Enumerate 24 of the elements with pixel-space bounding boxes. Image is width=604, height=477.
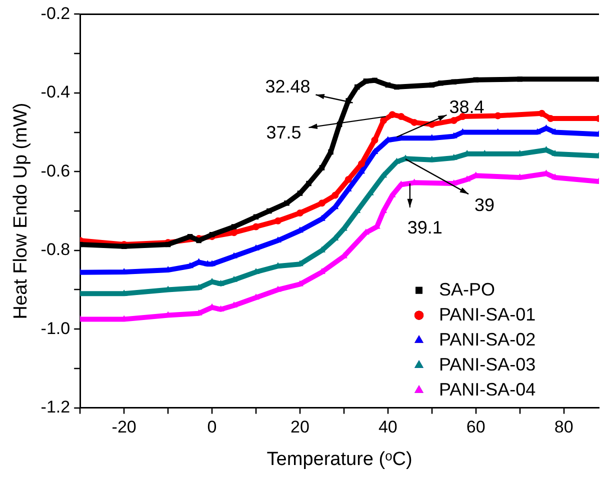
y-tick-label: -1.2 bbox=[40, 397, 70, 416]
legend-label: SA-PO bbox=[439, 279, 496, 300]
legend-label: PANI-SA-04 bbox=[439, 379, 536, 400]
x-tick-label: 60 bbox=[466, 418, 486, 437]
annotation: 39.1 bbox=[407, 217, 442, 238]
y-tick-label: -0.8 bbox=[40, 240, 70, 260]
legend-label: PANI-SA-03 bbox=[439, 354, 536, 374]
annotation: 39 bbox=[474, 195, 495, 216]
x-tick-label: 20 bbox=[290, 418, 310, 437]
x-tick-label: 40 bbox=[378, 418, 398, 437]
legend-label: PANI-SA-02 bbox=[439, 329, 536, 350]
x-tick-label: -20 bbox=[112, 418, 136, 437]
x-tick-label: 0 bbox=[207, 418, 217, 437]
y-tick-label: -0.2 bbox=[40, 4, 70, 23]
y-tick-label: -1.0 bbox=[40, 318, 70, 338]
y-tick-label: -0.4 bbox=[40, 82, 70, 102]
annotation: 32.48 bbox=[265, 76, 310, 97]
y-tick-label: -0.6 bbox=[40, 161, 70, 180]
annotation: 38.4 bbox=[449, 96, 484, 117]
y-axis-title: Heat Flow Endo Up (mW) bbox=[10, 102, 32, 320]
annotation: 37.5 bbox=[266, 122, 302, 143]
x-axis-title: Temperature (ᵒC) bbox=[266, 448, 412, 470]
x-tick-label: 80 bbox=[554, 418, 574, 437]
legend-label: PANI-SA-01 bbox=[439, 304, 536, 324]
